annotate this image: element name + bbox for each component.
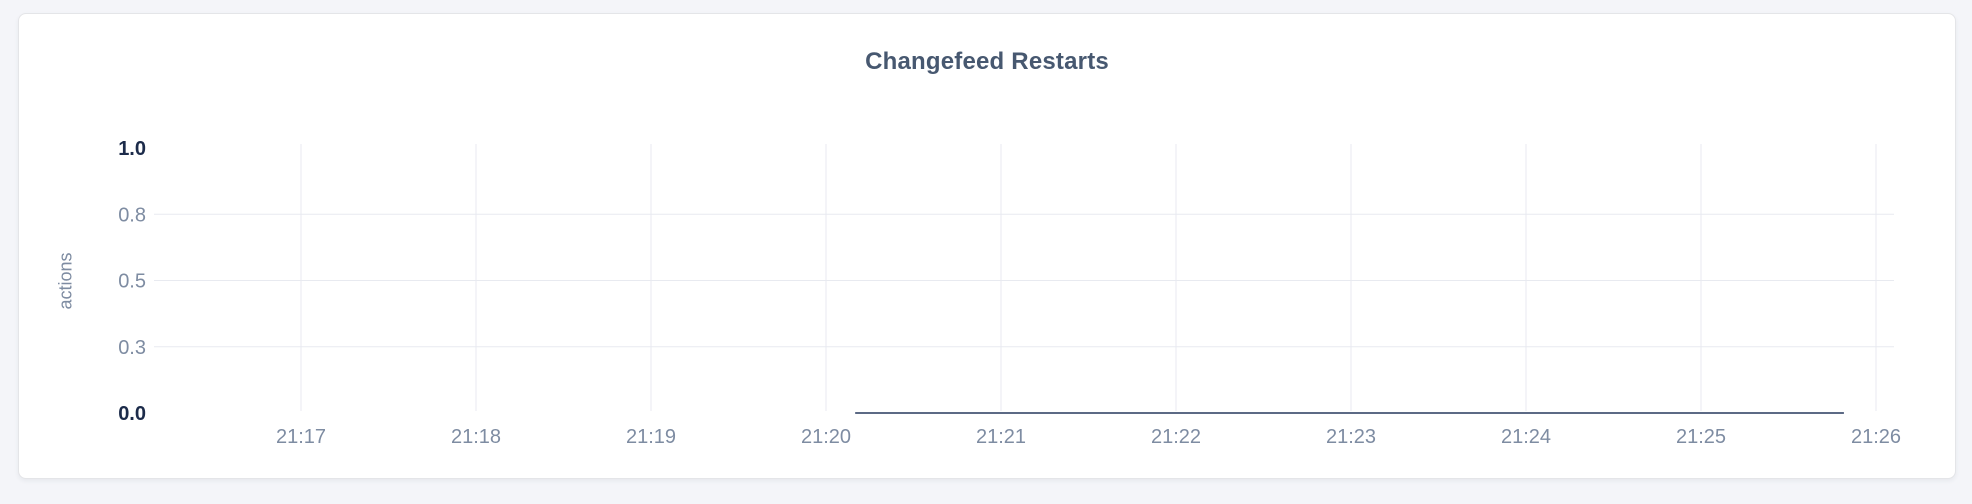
y-tick-label: 0.3 [118, 337, 146, 359]
chart-title: Changefeed Restarts [865, 48, 1109, 75]
y-tick-label: 0.0 [118, 403, 146, 425]
y-tick-label: 1.0 [118, 138, 146, 160]
x-tick-label: 21:20 [801, 426, 851, 448]
x-tick-label: 21:19 [626, 426, 676, 448]
x-tick-label: 21:25 [1676, 426, 1726, 448]
chart-card: Changefeed Restarts actions 1.0 0.8 0.5 0.3… [18, 13, 1956, 479]
x-tick-label: 21:21 [976, 426, 1026, 448]
x-tick-label: 21:22 [1151, 426, 1201, 448]
x-tick-label: 21:23 [1326, 426, 1376, 448]
x-tick-label: 21:26 [1851, 426, 1901, 448]
x-tick-label: 21:24 [1501, 426, 1551, 448]
y-tick-label: 0.8 [118, 204, 146, 226]
chart-plot-area[interactable]: 1.0 0.8 0.5 0.3 0.0 21:17 21:18 21:19 21:20 21:21… [19, 14, 1955, 477]
y-tick-label: 0.5 [118, 271, 146, 293]
x-tick-label: 21:17 [276, 426, 326, 448]
x-tick-label: 21:18 [451, 426, 501, 448]
